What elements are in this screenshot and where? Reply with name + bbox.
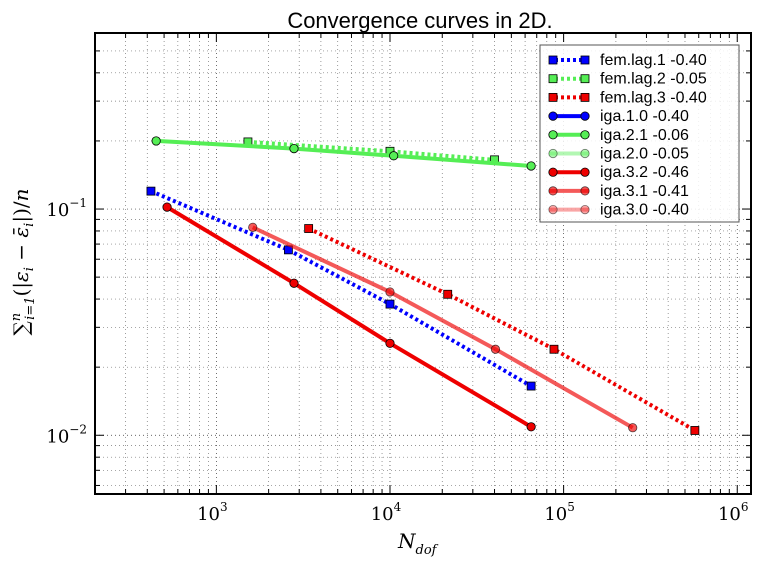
legend-marker bbox=[580, 93, 590, 102]
legend-entry: iga.1.0 -0.40 bbox=[548, 108, 689, 125]
legend-label: iga.1.0 -0.40 bbox=[600, 108, 689, 125]
chart-title: Convergence curves in 2D. bbox=[287, 8, 552, 33]
legend-entry: fem.lag.3 -0.40 bbox=[548, 89, 707, 106]
data-point bbox=[549, 344, 559, 354]
legend-marker bbox=[548, 205, 558, 215]
legend-entry: fem.lag.2 -0.05 bbox=[548, 71, 707, 88]
legend-entry: fem.lag.1 -0.40 bbox=[548, 52, 707, 69]
legend-label: iga.2.1 -0.06 bbox=[600, 127, 689, 144]
svg-text:Ndof: Ndof bbox=[397, 529, 439, 558]
y-axis-label: ∑ni=1(|εi − ε̄i|)/n bbox=[9, 189, 38, 336]
legend-marker bbox=[548, 55, 558, 65]
data-point bbox=[248, 222, 258, 232]
series-line bbox=[155, 138, 532, 168]
legend-marker bbox=[548, 167, 558, 177]
data-point bbox=[385, 299, 395, 309]
data-point bbox=[526, 422, 536, 432]
legend-label: iga.2.0 -0.05 bbox=[600, 146, 689, 163]
data-point bbox=[289, 278, 299, 288]
y-tick-label: 10−1 bbox=[46, 196, 87, 221]
legend-marker bbox=[580, 55, 590, 65]
legend-marker bbox=[580, 167, 590, 177]
legend-marker bbox=[580, 186, 590, 196]
legend-marker bbox=[548, 130, 558, 140]
legend-marker bbox=[548, 111, 558, 121]
series-line bbox=[307, 226, 696, 433]
legend-marker bbox=[580, 148, 590, 159]
series-line bbox=[247, 139, 495, 162]
legend-label: iga.3.0 -0.40 bbox=[600, 202, 689, 219]
data-point bbox=[289, 143, 299, 154]
plot-frame bbox=[94, 32, 752, 495]
legend-marker bbox=[580, 205, 590, 215]
legend-entry: iga.2.0 -0.05 bbox=[548, 146, 689, 163]
x-tick-label: 105 bbox=[544, 500, 575, 525]
data-point bbox=[162, 202, 172, 212]
series-line bbox=[150, 189, 533, 388]
series-2 bbox=[304, 224, 700, 435]
legend-marker bbox=[548, 186, 558, 196]
series-4 bbox=[151, 136, 536, 171]
data-point bbox=[526, 161, 536, 171]
plot-area bbox=[146, 136, 700, 435]
x-tick-label: 103 bbox=[197, 500, 228, 525]
svg-text:∑ni=1(|εi − ε̄i|)/n: ∑ni=1(|εi − ε̄i|)/n bbox=[9, 189, 38, 336]
data-point bbox=[304, 224, 314, 233]
legend-marker bbox=[548, 74, 558, 84]
legend-label: iga.3.1 -0.41 bbox=[600, 183, 689, 200]
data-point bbox=[385, 287, 395, 297]
data-point bbox=[690, 426, 700, 435]
legend-entry: iga.3.0 -0.40 bbox=[548, 202, 689, 219]
legend-marker bbox=[548, 148, 558, 159]
series-line bbox=[251, 225, 634, 430]
x-tick-label: 104 bbox=[371, 500, 402, 525]
legend-entry: iga.3.2 -0.46 bbox=[548, 164, 689, 181]
data-point bbox=[389, 151, 399, 161]
data-point bbox=[443, 289, 453, 299]
x-tick-label: 106 bbox=[718, 500, 749, 525]
legend-label: iga.3.2 -0.46 bbox=[600, 164, 689, 181]
data-point bbox=[628, 423, 638, 433]
legend-marker bbox=[548, 93, 558, 102]
legend-marker bbox=[580, 111, 590, 121]
series-0 bbox=[146, 186, 536, 391]
legend-label: fem.lag.3 -0.40 bbox=[600, 89, 707, 106]
legend-label: fem.lag.1 -0.40 bbox=[600, 52, 707, 69]
legend-marker bbox=[580, 130, 590, 140]
data-point bbox=[385, 338, 395, 348]
y-tick-label: 10−2 bbox=[46, 422, 87, 447]
axis-ticks: 103 104 105 106 10−1 10−2 bbox=[46, 33, 751, 525]
data-point bbox=[526, 381, 536, 391]
data-point bbox=[146, 186, 156, 196]
series-7 bbox=[248, 222, 638, 433]
legend-entry: iga.2.1 -0.06 bbox=[548, 127, 689, 144]
series-6 bbox=[162, 202, 536, 432]
x-axis-label: Ndof bbox=[397, 529, 439, 558]
data-point bbox=[490, 344, 501, 354]
legend-marker bbox=[580, 74, 590, 84]
legend: fem.lag.1 -0.40 fem.lag.2 -0.05fem.lag.3 … bbox=[539, 44, 740, 223]
series-line bbox=[166, 205, 533, 429]
legend-label: fem.lag.2 -0.05 bbox=[600, 71, 707, 88]
legend-entry: iga.3.1 -0.41 bbox=[548, 183, 689, 200]
data-point bbox=[151, 136, 161, 146]
